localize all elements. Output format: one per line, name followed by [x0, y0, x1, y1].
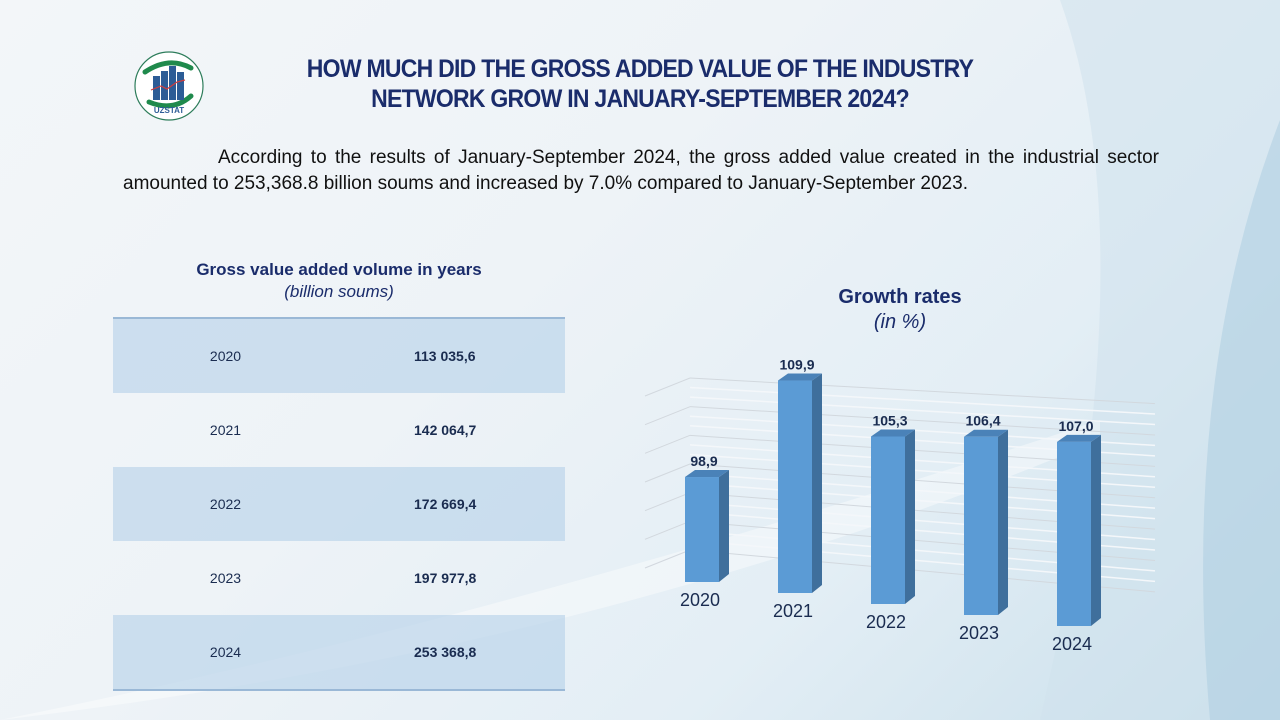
- bar-side: [998, 429, 1008, 615]
- gva-table: 2020 113 035,6 2021 142 064,7 2022 172 6…: [113, 317, 565, 691]
- row-value: 142 064,7: [414, 422, 477, 438]
- bar-side: [812, 373, 822, 593]
- row-value: 113 035,6: [414, 348, 476, 364]
- chart-subtitle: (in %): [873, 311, 927, 333]
- data-label: 106,4: [965, 413, 1000, 429]
- bar: [1057, 441, 1091, 626]
- gridline-side: [644, 377, 691, 397]
- row-year: 2021: [209, 422, 242, 438]
- bar-side: [905, 429, 915, 604]
- gridline-side: [644, 549, 691, 569]
- x-tick-label: 2023: [959, 623, 999, 643]
- data-label: 105,3: [872, 412, 907, 428]
- bar-top: [685, 470, 729, 478]
- bar: [871, 436, 905, 604]
- bar: [685, 477, 719, 582]
- gridline-side: [644, 463, 691, 483]
- page-title: HOW MUCH DID THE GROSS ADDED VALUE OF TH…: [226, 54, 1054, 114]
- table-heading: Gross value added volume in years (billi…: [113, 259, 565, 303]
- bar-top: [1057, 434, 1101, 442]
- row-year: 2022: [209, 496, 242, 512]
- x-tick-label: 2022: [866, 612, 906, 632]
- title-line-2: NETWORK GROW IN JANUARY-SEPTEMBER 2024?: [371, 85, 910, 113]
- gridline: [689, 377, 1156, 405]
- table-row: 2021 142 064,7: [113, 393, 565, 467]
- table-title: Gross value added volume in years: [196, 260, 482, 279]
- x-tick-label: 2021: [773, 601, 813, 621]
- row-value: 197 977,8: [414, 570, 477, 586]
- row-value: 172 669,4: [414, 496, 477, 512]
- uzstat-logo: UZSTAT: [134, 51, 204, 121]
- bar-top: [871, 429, 915, 437]
- intro-paragraph: According to the results of January-Sept…: [123, 147, 1159, 194]
- bar-top: [778, 373, 822, 381]
- gridline: [689, 386, 1156, 415]
- bar: [964, 436, 998, 615]
- gridline-side: [644, 492, 691, 512]
- x-tick-label: 2024: [1052, 634, 1092, 650]
- bar-side: [719, 470, 729, 582]
- x-tick-label: 2020: [680, 590, 720, 610]
- row-year: 2024: [209, 644, 242, 660]
- table-row: 2022 172 669,4: [113, 467, 565, 541]
- growth-rates-chart: 98,9 2020 109,9 2021 105,3 2022 106,4 2023 107,0…: [644, 357, 1156, 650]
- row-value: 253 368,8: [414, 644, 477, 660]
- data-label: 98,9: [690, 453, 717, 469]
- bar-side: [1091, 434, 1101, 626]
- table-row: 2023 197 977,8: [113, 541, 565, 615]
- data-label: 107,0: [1058, 418, 1093, 434]
- table-subtitle: (billion soums): [284, 282, 394, 301]
- chart-heading: Growth rates (in %): [760, 285, 1040, 335]
- gridline-side: [644, 520, 691, 540]
- title-line-1: HOW MUCH DID THE GROSS ADDED VALUE OF TH…: [306, 55, 974, 83]
- row-year: 2020: [209, 348, 242, 364]
- gridline: [689, 406, 1156, 436]
- chart-title: Growth rates: [838, 286, 962, 308]
- table-row: 2024 253 368,8: [113, 615, 565, 689]
- row-year: 2023: [209, 570, 242, 586]
- gridline: [689, 396, 1156, 426]
- gridline-side: [644, 434, 691, 454]
- bar-top: [964, 429, 1008, 437]
- gridline-side: [644, 406, 691, 426]
- bar: [778, 380, 812, 593]
- data-label: 109,9: [779, 357, 814, 373]
- table-row: 2020 113 035,6: [113, 319, 565, 393]
- logo-text: UZSTAT: [154, 106, 184, 115]
